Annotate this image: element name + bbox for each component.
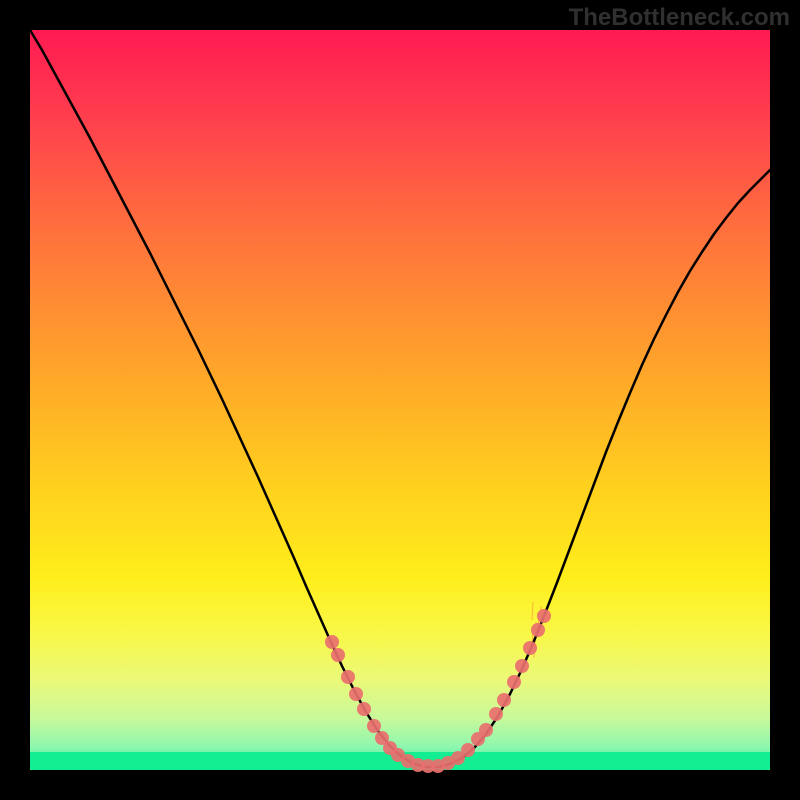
salmon-dot [507, 675, 521, 689]
salmon-dot [531, 623, 545, 637]
salmon-dot [497, 693, 511, 707]
salmon-dot-group [325, 609, 551, 773]
main-curve [30, 30, 770, 767]
salmon-dot [523, 641, 537, 655]
chart-outer: TheBottleneck.com [0, 0, 800, 800]
salmon-dot [357, 702, 371, 716]
salmon-dot [331, 648, 345, 662]
plot-frame [30, 30, 770, 770]
salmon-dot [349, 687, 363, 701]
noise-streak [532, 602, 533, 620]
salmon-dot [367, 719, 381, 733]
salmon-dot [325, 635, 339, 649]
salmon-dot [515, 659, 529, 673]
salmon-dot [479, 723, 493, 737]
curve-layer [30, 30, 770, 770]
salmon-dot [461, 743, 475, 757]
salmon-dot [341, 670, 355, 684]
salmon-dot [537, 609, 551, 623]
watermark-text: TheBottleneck.com [569, 4, 790, 32]
salmon-dot [489, 707, 503, 721]
